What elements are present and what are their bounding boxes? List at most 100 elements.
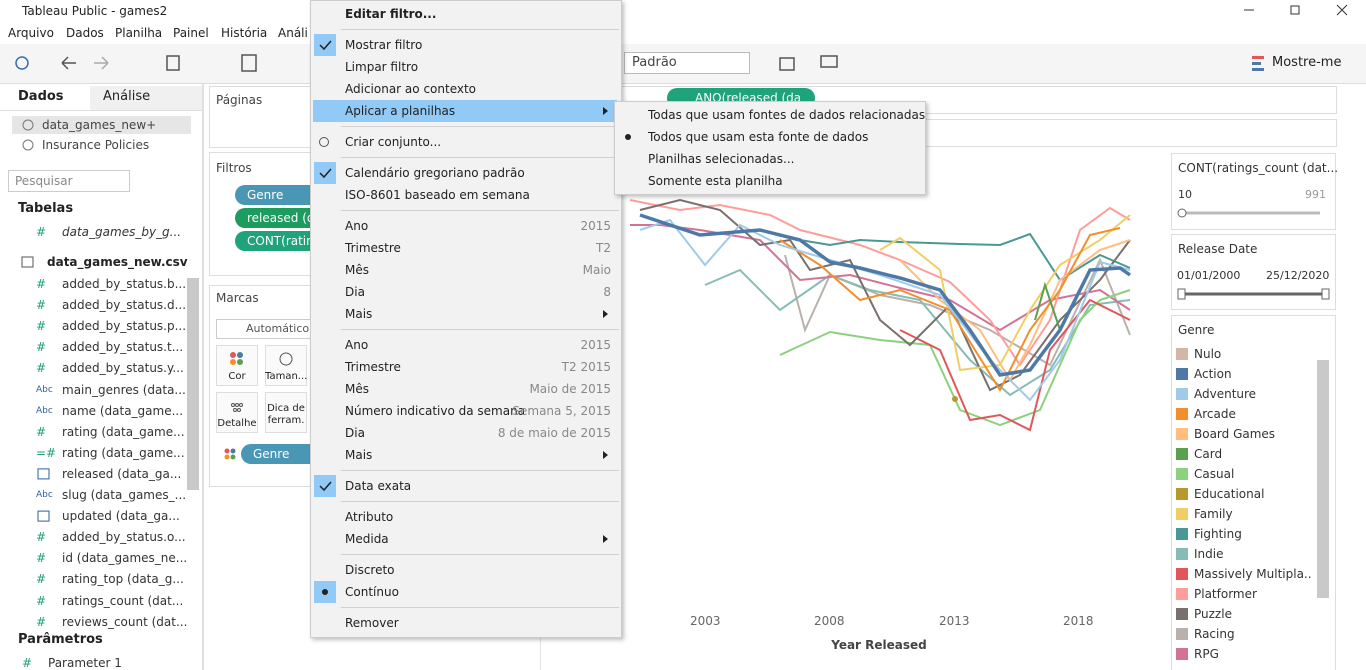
- menu-item[interactable]: ISO-8601 baseado em semana: [345, 188, 530, 202]
- tab[interactable]: Análise: [103, 89, 151, 104]
- menu-item[interactable]: Ano: [345, 219, 369, 233]
- field[interactable]: added_by_status.d...: [62, 298, 187, 313]
- show-me-icon: [1252, 56, 1264, 71]
- menu-item[interactable]: Atributo: [345, 510, 394, 524]
- menu-item[interactable]: Ano: [345, 338, 369, 352]
- x-tick-label: 2003: [690, 614, 721, 628]
- field[interactable]: id (data_games_ne...: [62, 551, 188, 566]
- field[interactable]: updated (data_ga...: [62, 509, 180, 524]
- field[interactable]: main_genres (data...: [62, 382, 186, 397]
- menu-item[interactable]: Todas que usam fontes de dados relaciona…: [648, 108, 926, 122]
- menu-item[interactable]: Mais: [345, 307, 373, 321]
- legend-label[interactable]: Indie: [1194, 547, 1224, 561]
- menu-item[interactable]: Todos que usam esta fonte de dados: [648, 130, 869, 144]
- card-title: Filtros: [216, 161, 252, 175]
- legend-label[interactable]: Casual: [1194, 467, 1235, 481]
- legend-label[interactable]: Card: [1194, 447, 1223, 461]
- menu-item[interactable]: Adicionar ao contexto: [345, 82, 477, 96]
- menu-item[interactable]: Somente esta planilha: [648, 174, 783, 188]
- menu-item[interactable]: Mês: [345, 263, 369, 277]
- field[interactable]: slug (data_games_...: [62, 488, 187, 502]
- legend-label[interactable]: Racing: [1194, 627, 1235, 641]
- menu-item[interactable]: Dia: [345, 426, 365, 440]
- legend-label[interactable]: Action: [1194, 367, 1232, 381]
- menu-item[interactable]: Calendário gregoriano padrão: [345, 166, 525, 180]
- menu-item[interactable]: Remover: [345, 616, 399, 630]
- mark-type-label: Automático: [246, 322, 310, 335]
- filter-pill[interactable]: released (da: [235, 208, 325, 228]
- menu-item[interactable]: Mais: [345, 448, 373, 462]
- menu-detail: 2015: [580, 219, 611, 233]
- menu-item[interactable]: Dia: [345, 285, 365, 299]
- field[interactable]: rating_top (data_g...: [62, 572, 184, 587]
- mark-button[interactable]: [265, 345, 307, 386]
- field[interactable]: reviews_count (dat...: [62, 614, 188, 629]
- menu-item[interactable]: Aplicar a planilhas: [345, 104, 456, 118]
- menu-item[interactable]: Data exata: [345, 479, 412, 493]
- search-box[interactable]: [8, 170, 130, 192]
- field[interactable]: name (data_game...: [62, 403, 184, 418]
- color-icon: [237, 352, 243, 358]
- data-source[interactable]: data_games_new+: [42, 118, 157, 132]
- menu-item[interactable]: Limpar filtro: [345, 60, 419, 74]
- field[interactable]: rating (data_game...: [62, 445, 185, 460]
- tab-bar: [0, 86, 202, 111]
- menu-item[interactable]: Contínuo: [345, 585, 399, 599]
- field[interactable]: added_by_status.y...: [62, 361, 184, 376]
- field[interactable]: added_by_status.b...: [62, 277, 187, 291]
- menu-item[interactable]: Planilha: [115, 26, 163, 40]
- show-me[interactable]: Mostre-me: [1272, 55, 1342, 70]
- mark-button[interactable]: [265, 392, 307, 433]
- menu-item[interactable]: Trimestre: [345, 360, 401, 374]
- field[interactable]: added_by_status.p...: [62, 319, 187, 334]
- legend-label[interactable]: Nulo: [1194, 347, 1222, 361]
- legend-swatch: [1176, 588, 1188, 600]
- field[interactable]: rating (data_game...: [62, 424, 185, 439]
- legend-label[interactable]: Family: [1194, 507, 1233, 521]
- filter-pill[interactable]: CONT(ratin: [235, 231, 325, 251]
- data-source[interactable]: Insurance Policies: [42, 138, 150, 152]
- menu-item[interactable]: Análi: [278, 26, 308, 40]
- menu-item[interactable]: Medida: [345, 532, 389, 546]
- menu-item[interactable]: História: [221, 26, 268, 40]
- field-icon: #: [36, 277, 47, 291]
- legend-label[interactable]: RPG: [1194, 647, 1219, 661]
- color-icon: [230, 352, 236, 358]
- check-box: [314, 34, 336, 56]
- field[interactable]: released (data_ga...: [62, 466, 182, 481]
- menu-item[interactable]: Mês: [345, 382, 369, 396]
- legend-label[interactable]: Puzzle: [1194, 607, 1232, 621]
- check-box: [314, 475, 336, 497]
- mark-button-label: Cor: [228, 371, 246, 382]
- field[interactable]: ratings_count (dat...: [62, 593, 184, 608]
- format-dropdown[interactable]: [624, 52, 750, 74]
- tab[interactable]: Dados: [18, 89, 64, 104]
- legend-label[interactable]: Fighting: [1194, 527, 1242, 541]
- legend-label[interactable]: Adventure: [1194, 387, 1257, 401]
- field[interactable]: added_by_status.t...: [62, 340, 184, 355]
- legend-label[interactable]: Board Games: [1194, 427, 1276, 441]
- menu-item[interactable]: Número indicativo da semana: [345, 404, 526, 418]
- menu-item[interactable]: Criar conjunto...: [345, 135, 442, 149]
- mark-button[interactable]: [216, 345, 258, 386]
- menu-item[interactable]: Discreto: [345, 563, 395, 577]
- mark-button[interactable]: [216, 392, 258, 433]
- legend-label[interactable]: Educational: [1194, 487, 1265, 501]
- field[interactable]: data_games_by_g...: [62, 225, 182, 239]
- menu-item[interactable]: Dados: [66, 26, 104, 40]
- filter-pill[interactable]: Genre: [235, 185, 325, 205]
- menu-item[interactable]: Planilhas selecionadas...: [648, 152, 795, 166]
- legend-label[interactable]: Arcade: [1194, 407, 1236, 421]
- table-name[interactable]: data_games_new.csv: [47, 255, 188, 269]
- legend-label[interactable]: Platformer: [1194, 587, 1257, 601]
- menu-item[interactable]: Trimestre: [345, 241, 401, 255]
- field[interactable]: added_by_status.o...: [62, 530, 186, 545]
- search-placeholder: Pesquisar: [15, 174, 73, 188]
- legend-label[interactable]: Massively Multipla..: [1194, 567, 1312, 581]
- field[interactable]: Parameter 1: [48, 656, 122, 670]
- menu-item[interactable]: Mostrar filtro: [345, 38, 423, 52]
- color-pill[interactable]: Genre: [241, 444, 321, 464]
- menu-item[interactable]: Painel: [173, 26, 209, 40]
- menu-item[interactable]: Editar filtro...: [345, 7, 437, 21]
- menu-item[interactable]: Arquivo: [8, 26, 54, 40]
